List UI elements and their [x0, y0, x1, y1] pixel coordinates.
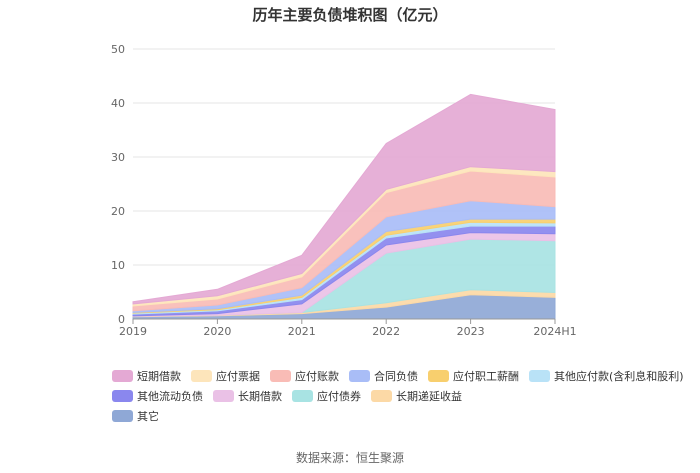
y-tick-label-50: 50 [111, 43, 125, 56]
legend-label: 长期递延收益 [396, 389, 462, 403]
x-tick-label-2: 2021 [288, 325, 316, 338]
legend-item[interactable]: 长期递延收益 [371, 388, 462, 404]
legend-label: 其它 [137, 409, 159, 423]
x-tick-label-5: 2024H1 [533, 325, 576, 338]
legend-item[interactable]: 其它 [112, 408, 159, 424]
legend-item[interactable]: 短期借款 [112, 368, 181, 384]
legend-swatch [112, 409, 133, 422]
legend-item[interactable]: 合同负债 [349, 368, 418, 384]
legend-swatch [292, 389, 313, 402]
legend-swatch [112, 389, 133, 402]
legend-item[interactable]: 长期借款 [213, 388, 282, 404]
legend-swatch [349, 369, 370, 382]
x-tick-label-1: 2020 [203, 325, 231, 338]
legend-label: 其他流动负债 [137, 389, 203, 403]
legend-swatch [191, 369, 212, 382]
legend-swatch [270, 369, 291, 382]
legend-label: 长期借款 [238, 389, 282, 403]
legend-item[interactable]: 应付账款 [270, 368, 339, 384]
legend: 短期借款 应付票据 应付账款 合同负债 应付职工薪酬 其他应付款(含利息和股利) 其他流动负… [112, 366, 684, 426]
y-tick-label-30: 30 [111, 151, 125, 164]
legend-label: 应付职工薪酬 [453, 369, 519, 383]
legend-item[interactable]: 其他流动负债 [112, 388, 203, 404]
legend-swatch [213, 389, 234, 402]
area-series-10 [132, 93, 556, 305]
legend-swatch [112, 369, 133, 382]
y-tick-label-20: 20 [111, 205, 125, 218]
y-tick-label-0: 0 [118, 313, 125, 326]
x-tick-label-0: 2019 [119, 325, 147, 338]
legend-label: 短期借款 [137, 369, 181, 383]
x-tick-label-4: 2023 [457, 325, 485, 338]
legend-swatch [428, 369, 449, 382]
legend-item[interactable]: 应付职工薪酬 [428, 368, 519, 384]
chart-title: 历年主要负债堆积图（亿元） [252, 6, 448, 24]
legend-row-2: 其它 [112, 406, 672, 425]
legend-label: 应付账款 [295, 369, 339, 383]
legend-label: 应付债券 [317, 389, 361, 403]
legend-item[interactable]: 应付债券 [292, 388, 361, 404]
legend-label: 应付票据 [216, 369, 260, 383]
y-tick-label-40: 40 [111, 97, 125, 110]
legend-row-1: 其他流动负债 长期借款 应付债券 长期递延收益 [112, 386, 672, 405]
x-tick-label-3: 2022 [372, 325, 400, 338]
legend-swatch [529, 369, 550, 382]
area-series [132, 93, 556, 320]
legend-item[interactable]: 其他应付款(含利息和股利) [529, 368, 684, 384]
axes: 0 10 20 30 40 50 2019 2020 2021 2022 2023 2024H1 [111, 43, 577, 338]
y-tick-label-10: 10 [111, 259, 125, 272]
legend-label: 其他应付款(含利息和股利) [554, 369, 684, 383]
legend-label: 合同负债 [374, 369, 418, 383]
legend-item[interactable]: 应付票据 [191, 368, 260, 384]
data-source: 数据来源：恒生聚源 [295, 451, 404, 465]
legend-swatch [371, 389, 392, 402]
legend-row-0: 短期借款 应付票据 应付账款 合同负债 应付职工薪酬 其他应付款(含利息和股利) [112, 366, 684, 385]
